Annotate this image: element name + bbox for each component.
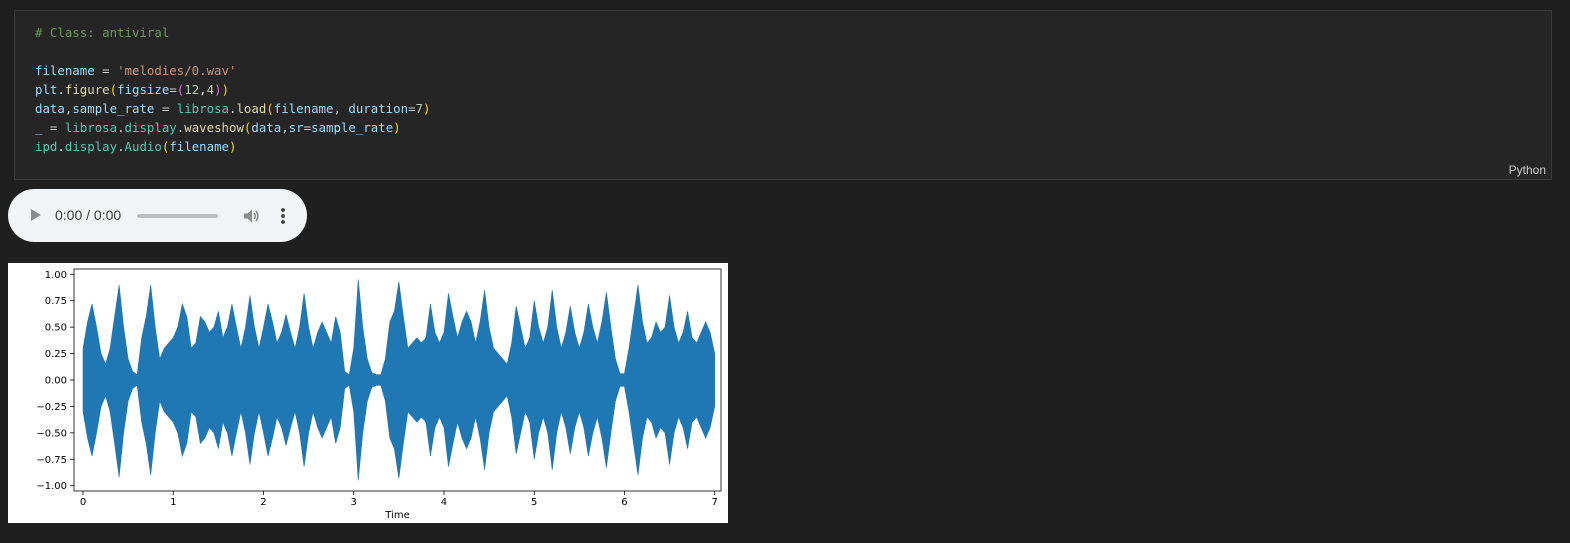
code-token: _ bbox=[35, 120, 43, 135]
y-tick-label: −0.25 bbox=[36, 402, 67, 413]
code-token: . bbox=[57, 139, 65, 154]
x-tick-label: 4 bbox=[441, 497, 447, 508]
code-token: waveshow bbox=[184, 120, 244, 135]
waveform-chart: 0 1 2 3 4 5 6 7 1.00 0.75 0.50 0.25 0.00 −0.25 −0.50 −… bbox=[36, 268, 722, 521]
code-token: ) bbox=[221, 82, 230, 97]
code-token: . bbox=[57, 82, 65, 97]
y-tick-label: −0.75 bbox=[36, 455, 67, 466]
code-token: Audio bbox=[124, 139, 162, 154]
x-tick-label: 5 bbox=[531, 497, 537, 508]
code-token: ( bbox=[161, 139, 170, 154]
code-cell[interactable]: # Class: antiviral filename = 'melodies/… bbox=[14, 10, 1552, 180]
code-token: sample_rate bbox=[311, 120, 394, 135]
code-token: data bbox=[251, 120, 282, 135]
code-line: # Class: antiviral bbox=[35, 23, 430, 42]
code-token: display bbox=[124, 120, 177, 135]
code-token: data bbox=[35, 101, 65, 116]
code-token: 7 bbox=[415, 101, 423, 116]
code-token: duration bbox=[348, 101, 409, 116]
code-line bbox=[35, 42, 430, 61]
code-token: ) bbox=[393, 120, 401, 135]
y-tick-label: 0.75 bbox=[45, 296, 67, 307]
x-tick-label: 2 bbox=[260, 497, 266, 508]
code-line: filename = 'melodies/0.wav' bbox=[35, 61, 430, 80]
code-token: filename bbox=[35, 63, 95, 78]
code-token: sr bbox=[288, 120, 304, 135]
code-token: . bbox=[117, 120, 125, 135]
code-token: load bbox=[236, 101, 267, 116]
code-token: , bbox=[199, 82, 207, 97]
x-tick-label: 0 bbox=[80, 497, 86, 508]
code-token: = bbox=[42, 120, 65, 135]
y-tick-label: 1.00 bbox=[45, 270, 67, 281]
code-token: filename bbox=[273, 101, 334, 116]
code-line: plt.figure(figsize=(12,4)) bbox=[35, 80, 430, 99]
code-token: , bbox=[333, 101, 349, 116]
code-line: ipd.display.Audio(filename) bbox=[35, 137, 430, 156]
waveform-area bbox=[82, 279, 715, 481]
code-token: sample_rate bbox=[72, 101, 155, 116]
x-tick-label: 6 bbox=[621, 497, 627, 508]
code-token: = bbox=[408, 101, 416, 116]
code-token: filename bbox=[169, 139, 230, 154]
code-line: _ = librosa.display.waveshow(data,sr=sam… bbox=[35, 118, 430, 137]
code-token: = bbox=[94, 63, 118, 78]
audio-player[interactable]: 0:00 / 0:00 bbox=[8, 189, 307, 242]
code-token: = bbox=[303, 120, 312, 135]
x-axis-ticks: 0 1 2 3 4 5 6 7 bbox=[80, 491, 718, 508]
code-token: . bbox=[228, 101, 237, 116]
code-token: 'melodies/0.wav' bbox=[117, 63, 237, 78]
code-token: 4 bbox=[206, 82, 215, 97]
code-token: ) bbox=[214, 82, 222, 97]
code-token: , bbox=[281, 120, 289, 135]
y-tick-label: 0.25 bbox=[45, 349, 67, 360]
audio-seek-bar[interactable] bbox=[137, 214, 218, 218]
code-token: figure bbox=[64, 82, 110, 97]
code-token: librosa bbox=[64, 120, 118, 135]
x-tick-label: 7 bbox=[711, 497, 717, 508]
code-token: plt bbox=[35, 82, 58, 97]
code-token: 12 bbox=[184, 82, 200, 97]
code-token: = bbox=[154, 101, 177, 116]
code-token: = bbox=[169, 82, 177, 97]
play-icon[interactable] bbox=[31, 209, 41, 221]
x-tick-label: 1 bbox=[170, 497, 176, 508]
y-axis-ticks: 1.00 0.75 0.50 0.25 0.00 −0.25 −0.50 −0.75 −1.00 bbox=[36, 270, 74, 492]
audio-time-display: 0:00 / 0:00 bbox=[55, 207, 122, 223]
y-tick-label: −1.00 bbox=[36, 481, 67, 492]
waveform-plot-output: 0 1 2 3 4 5 6 7 1.00 0.75 0.50 0.25 0.00 −0.25 −0.50 −… bbox=[8, 263, 728, 523]
code-token: display bbox=[64, 139, 118, 154]
cell-language-label[interactable]: Python bbox=[1508, 163, 1546, 177]
y-tick-label: 0.00 bbox=[45, 376, 67, 387]
code-token: ( bbox=[266, 101, 274, 116]
code-token: ( bbox=[243, 120, 252, 135]
y-tick-label: −0.50 bbox=[36, 428, 67, 439]
volume-icon[interactable] bbox=[241, 206, 261, 226]
code-token: # Class: antiviral bbox=[35, 25, 170, 40]
code-token: ) bbox=[423, 101, 431, 116]
code-token: , bbox=[64, 101, 73, 116]
code-token: . bbox=[117, 139, 125, 154]
code-token: ipd bbox=[35, 139, 58, 154]
code-token: figsize bbox=[117, 82, 170, 97]
x-axis-label: Time bbox=[384, 510, 409, 521]
code-token: librosa bbox=[176, 101, 229, 116]
x-tick-label: 3 bbox=[351, 497, 357, 508]
code-token: ( bbox=[109, 82, 118, 97]
y-tick-label: 0.50 bbox=[45, 323, 67, 334]
more-options-icon[interactable] bbox=[280, 207, 286, 225]
code-token: ) bbox=[229, 139, 237, 154]
code-editor[interactable]: # Class: antiviral filename = 'melodies/… bbox=[35, 23, 430, 156]
code-line: data,sample_rate = librosa.load(filename… bbox=[35, 99, 430, 118]
code-token: ( bbox=[176, 82, 185, 97]
code-token: . bbox=[176, 120, 185, 135]
